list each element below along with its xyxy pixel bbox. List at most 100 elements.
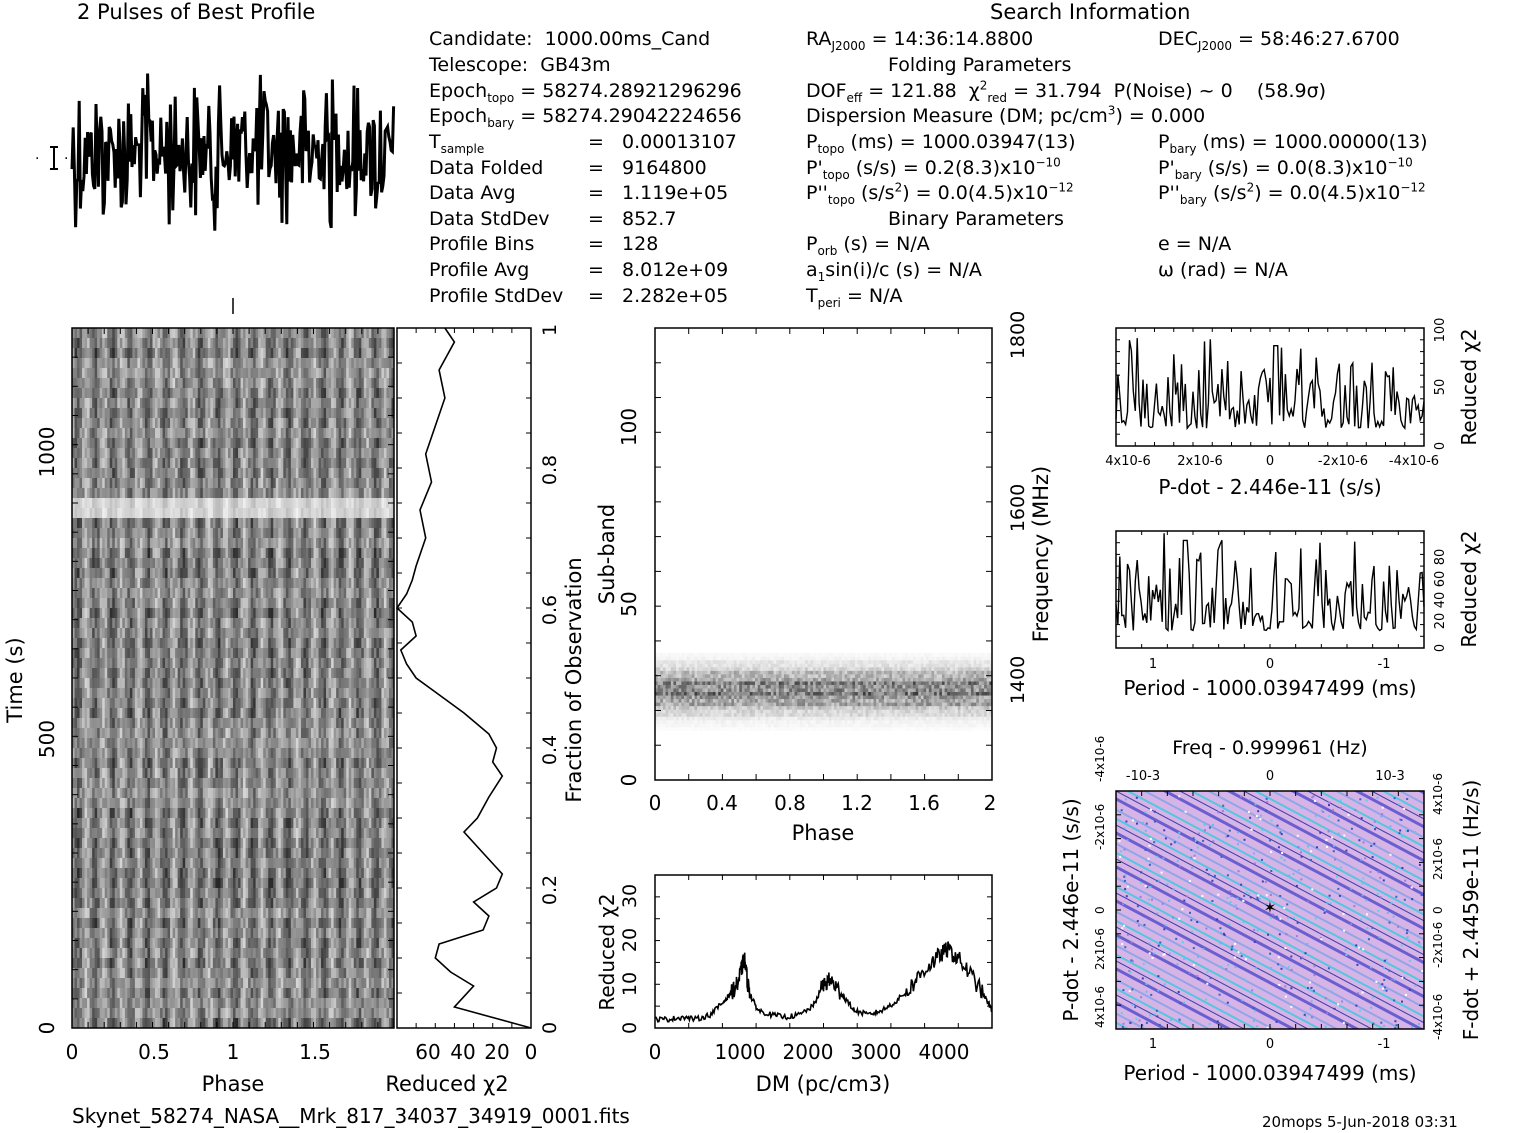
info-profile-bins: Profile Bins: [429, 233, 535, 255]
tp-cell: [82, 428, 85, 439]
search-e: e = N/A: [1158, 233, 1232, 255]
tp-cell: [89, 378, 93, 389]
tp-cell: [353, 618, 357, 629]
tp-cell: [290, 638, 294, 649]
tp-cell: [378, 468, 382, 479]
tp-cell: [386, 668, 390, 679]
tp-cell: [240, 508, 244, 519]
tp-cell: [79, 478, 83, 489]
tp-cell: [263, 638, 267, 649]
tp-cell: [253, 608, 256, 619]
tp-cell: [160, 358, 163, 369]
tp-cell: [134, 678, 138, 689]
tp-cell: [129, 388, 133, 399]
tp-cell: [72, 418, 75, 429]
tp-cell: [363, 558, 367, 569]
tp-cell: [318, 538, 322, 549]
tp-cell: [195, 328, 199, 339]
tp-cell: [383, 538, 387, 549]
tp-cell: [268, 498, 272, 509]
tp-cell: [275, 378, 279, 389]
tp-cell: [152, 418, 156, 429]
tp-cell: [230, 388, 234, 399]
tp-cell: [82, 678, 85, 689]
tp-cell: [132, 698, 136, 709]
tp-cell: [139, 568, 143, 579]
tp-cell: [134, 708, 138, 719]
tp-cell: [137, 388, 141, 399]
tp-cell: [162, 538, 166, 549]
tp-cell: [290, 498, 294, 509]
tp-cell: [353, 588, 357, 599]
tp-cell: [177, 338, 181, 349]
tp-cell: [122, 428, 126, 439]
tp-cell: [316, 348, 319, 359]
tp-cell: [263, 558, 267, 569]
tp-cell: [368, 398, 372, 409]
tp-cell: [260, 468, 264, 479]
tp-cell: [97, 678, 100, 689]
tp-cell: [187, 398, 191, 409]
tp-cell: [290, 438, 294, 449]
tp-cell: [182, 678, 186, 689]
tp-cell: [162, 658, 166, 669]
tp-cell: [119, 408, 123, 419]
tp-cell: [215, 508, 219, 519]
tp-cell: [346, 608, 350, 619]
tp-cell: [341, 388, 344, 399]
tp-cell: [152, 528, 156, 539]
tp-cell: [303, 388, 307, 399]
tp-cell: [147, 568, 151, 579]
tp-cell: [273, 668, 277, 679]
tp-cell: [72, 388, 75, 399]
tp-cell: [260, 508, 264, 519]
tp-cell: [144, 388, 148, 399]
tp-cell: [255, 458, 259, 469]
tp-cell: [160, 488, 163, 499]
tp-cell: [77, 358, 80, 369]
tp-cell: [300, 468, 304, 479]
tp-cell: [210, 678, 214, 689]
tp-cell: [240, 498, 244, 509]
tp-cell: [283, 488, 287, 499]
tp-cell: [356, 658, 360, 669]
tp-cell: [122, 518, 126, 529]
tp-cell: [343, 388, 347, 399]
tp-cell: [285, 418, 289, 429]
tp-cell: [82, 578, 85, 589]
tp-cell: [381, 348, 385, 359]
tp-cell: [383, 548, 387, 559]
tp-cell: [230, 488, 234, 499]
tp-cell: [210, 658, 214, 669]
tp-cell: [253, 368, 256, 379]
tp-cell: [182, 428, 186, 439]
tp-cell: [92, 418, 95, 429]
tp-cell: [212, 498, 216, 509]
tp-cell: [240, 358, 244, 369]
tp-cell: [89, 608, 93, 619]
tp-cell: [155, 478, 158, 489]
tp-cell: [336, 538, 339, 549]
tp-cell: [167, 638, 171, 649]
tp-cell: [182, 568, 186, 579]
tp-cell: [202, 668, 206, 679]
tp-cell: [190, 348, 194, 359]
tp-cell: [87, 488, 90, 499]
tp-cell: [391, 438, 394, 449]
tp-cell: [190, 478, 194, 489]
tp-cell: [222, 328, 226, 339]
tp-cell: [160, 338, 163, 349]
tp-cell: [388, 418, 392, 429]
tp-cell: [170, 398, 173, 409]
tp-cell: [348, 688, 352, 699]
tp-cell: [92, 438, 95, 449]
tp-cell: [215, 458, 219, 469]
tp-cell: [149, 518, 153, 529]
tp-cell: [316, 468, 319, 479]
tp-cell: [270, 368, 274, 379]
tp-cell: [207, 518, 211, 529]
tp-cell: [225, 378, 229, 389]
tp-cell: [87, 648, 90, 659]
tp-cell: [356, 648, 360, 659]
tp-cell: [308, 678, 312, 689]
